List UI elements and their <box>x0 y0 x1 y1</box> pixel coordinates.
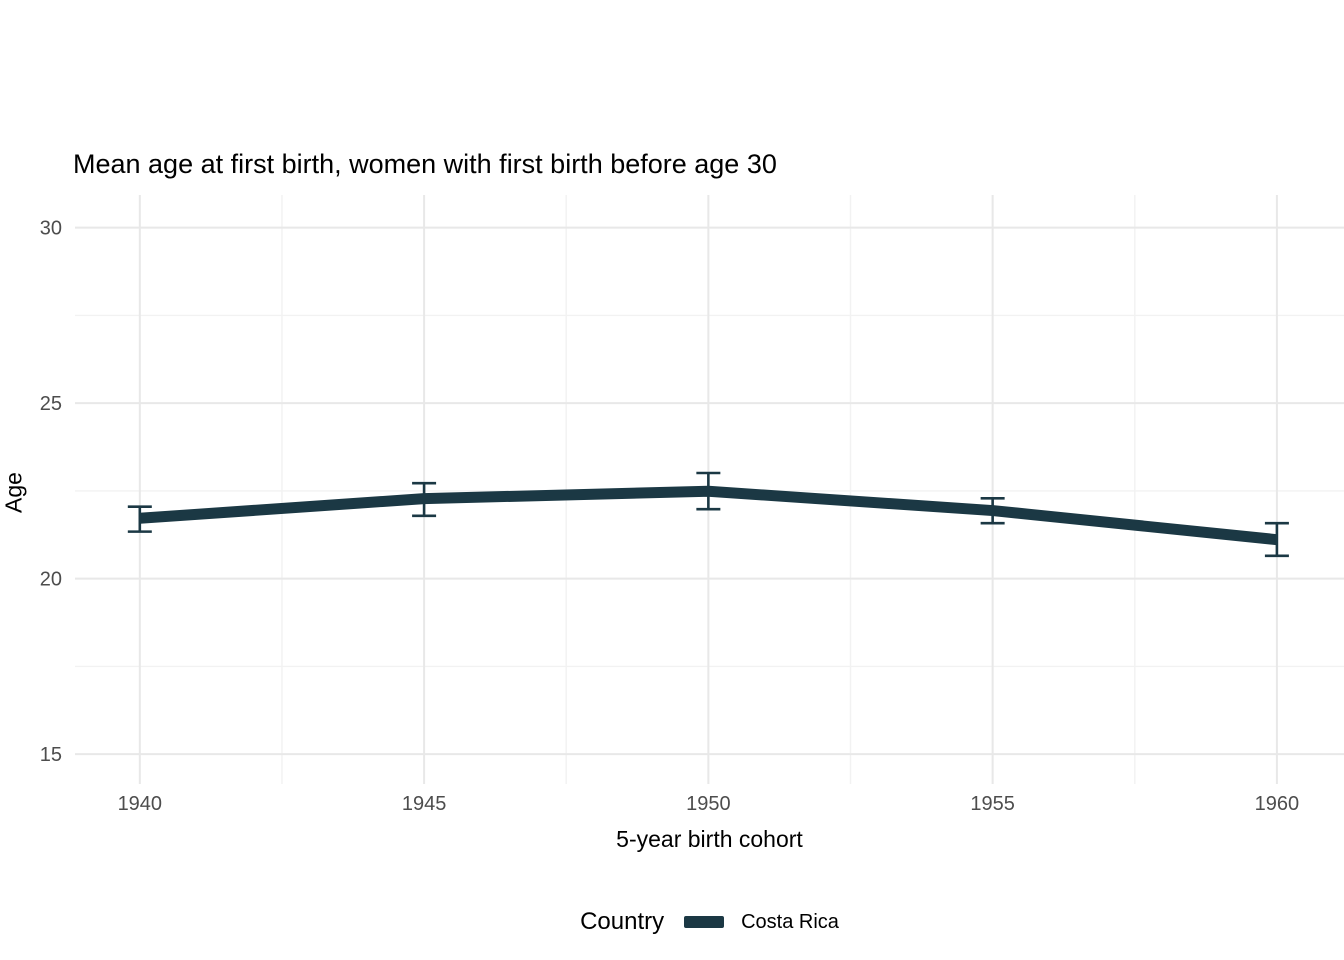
x-tick-label: 1945 <box>402 793 447 815</box>
y-tick-label: 25 <box>40 393 62 415</box>
series-line <box>139 485 1278 546</box>
legend-line-swatch <box>684 916 725 928</box>
y-tick-label: 30 <box>40 218 62 240</box>
legend-title: Country <box>580 908 665 935</box>
legend-entry-label: Costa Rica <box>741 910 839 933</box>
y-axis-title: Age <box>0 472 27 513</box>
x-tick-label: 1960 <box>1255 793 1300 815</box>
x-tick-label: 1955 <box>970 793 1015 815</box>
y-tick-label: 20 <box>40 569 62 591</box>
legend: Country Costa Rica <box>75 900 1344 944</box>
chart-title: Mean age at first birth, women with firs… <box>73 149 777 179</box>
x-tick-label: 1950 <box>686 793 731 815</box>
x-tick-label: 1940 <box>118 793 163 815</box>
x-axis-title: 5-year birth cohort <box>616 826 803 852</box>
y-tick-label: 15 <box>40 744 62 766</box>
